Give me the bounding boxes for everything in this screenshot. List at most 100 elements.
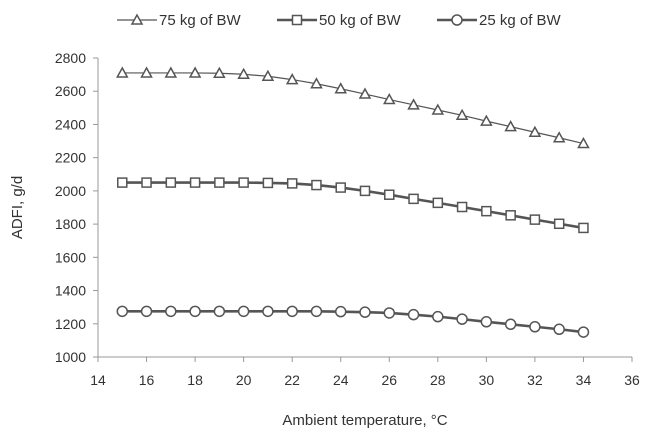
x-tick-label: 30 xyxy=(479,372,495,388)
data-point xyxy=(578,222,589,234)
y-tick-label: 2600 xyxy=(55,83,86,99)
data-point xyxy=(164,66,178,78)
data-point xyxy=(529,214,541,225)
legend-label: 75 kg of BW xyxy=(159,12,242,29)
data-point xyxy=(165,305,177,318)
axes: 14 16 18 20 22 24 26 28 30 32 34 36 1000 1200 1400 160… xyxy=(55,50,640,388)
x-tick-label: 26 xyxy=(381,372,397,388)
data-point xyxy=(383,307,396,319)
data-point xyxy=(262,177,274,189)
data-point xyxy=(310,77,323,89)
data-point xyxy=(335,182,346,193)
data-point xyxy=(237,305,250,318)
legend-item: 75 kg of BW xyxy=(117,12,242,29)
y-tick-label: 2200 xyxy=(55,150,86,166)
series-square xyxy=(117,177,589,234)
data-point xyxy=(116,305,129,318)
data-point xyxy=(407,308,420,321)
data-point xyxy=(262,305,274,318)
x-axis-ticks: 14 16 18 20 22 24 26 28 30 32 34 36 xyxy=(90,357,640,388)
y-tick-label: 1000 xyxy=(55,349,86,365)
x-tick-label: 32 xyxy=(527,372,543,388)
y-axis-title: ADFI, g/d xyxy=(9,176,26,239)
series-circle xyxy=(116,305,590,338)
data-point xyxy=(140,66,153,78)
legend-label: 25 kg of BW xyxy=(479,12,562,29)
data-point xyxy=(432,310,444,323)
data-point xyxy=(117,177,128,188)
data-point xyxy=(577,326,590,338)
x-tick-label: 18 xyxy=(187,372,203,388)
y-tick-label: 2400 xyxy=(55,116,86,132)
y-tick-label: 1400 xyxy=(55,283,86,299)
data-point xyxy=(188,66,202,78)
data-point xyxy=(481,205,492,217)
legend-item: 25 kg of BW xyxy=(437,12,562,29)
data-point xyxy=(140,305,153,318)
legend-item: 50 kg of BW xyxy=(277,12,402,29)
data-point xyxy=(432,197,444,209)
data-point xyxy=(407,98,420,110)
data-point xyxy=(165,177,177,188)
y-tick-label: 2000 xyxy=(55,183,86,199)
x-axis-title: Ambient temperature, °C xyxy=(282,412,447,429)
data-point xyxy=(285,73,299,85)
data-point xyxy=(480,114,493,126)
x-tick-label: 20 xyxy=(236,372,252,388)
data-point xyxy=(358,87,372,99)
data-point xyxy=(382,92,396,105)
data-point xyxy=(115,66,129,78)
data-point xyxy=(141,177,152,188)
data-point xyxy=(455,108,469,121)
data-point xyxy=(359,185,371,197)
data-point xyxy=(408,193,419,205)
data-point xyxy=(552,131,566,143)
data-point xyxy=(286,305,298,318)
data-point xyxy=(480,316,493,328)
data-point xyxy=(310,305,323,318)
data-point xyxy=(213,305,226,318)
legend-marker xyxy=(291,14,303,26)
legend-label: 50 kg of BW xyxy=(319,12,402,29)
x-tick-label: 34 xyxy=(576,372,592,388)
x-tick-label: 24 xyxy=(333,372,349,388)
x-tick-label: 28 xyxy=(430,372,446,388)
data-point xyxy=(504,120,517,132)
data-point xyxy=(553,323,565,336)
data-point xyxy=(238,177,249,188)
data-point xyxy=(529,321,541,333)
series-triangle xyxy=(115,66,590,149)
data-point xyxy=(189,305,201,318)
data-point xyxy=(286,178,298,189)
legend-marker xyxy=(130,13,144,25)
data-point xyxy=(213,66,226,79)
x-tick-label: 36 xyxy=(624,372,640,388)
x-tick-label: 16 xyxy=(139,372,155,388)
data-point xyxy=(334,305,347,318)
legend: 75 kg of BW 50 kg of BW 25 kg of BW xyxy=(117,12,562,29)
x-tick-label: 22 xyxy=(284,372,300,388)
data-point xyxy=(577,137,590,149)
data-point xyxy=(334,82,348,94)
data-point xyxy=(189,177,201,188)
data-point xyxy=(505,210,516,221)
data-point xyxy=(311,179,322,191)
y-axis-ticks: 1000 1200 1400 1600 1800 2000 2200 2400 2600 2800 xyxy=(55,50,98,365)
data-point xyxy=(214,177,225,188)
data-point xyxy=(261,69,275,82)
y-tick-label: 1600 xyxy=(55,249,86,265)
x-tick-label: 14 xyxy=(90,372,106,388)
data-point xyxy=(504,318,517,331)
series-line xyxy=(122,181,584,230)
y-tick-label: 2800 xyxy=(55,50,86,66)
series-line xyxy=(122,72,584,145)
data-point xyxy=(431,103,445,115)
data-point xyxy=(359,306,371,318)
series-layer xyxy=(115,66,590,338)
data-point xyxy=(528,125,542,138)
data-point xyxy=(237,67,250,80)
data-point xyxy=(384,189,395,200)
data-point xyxy=(553,218,565,230)
y-tick-label: 1200 xyxy=(55,316,86,332)
